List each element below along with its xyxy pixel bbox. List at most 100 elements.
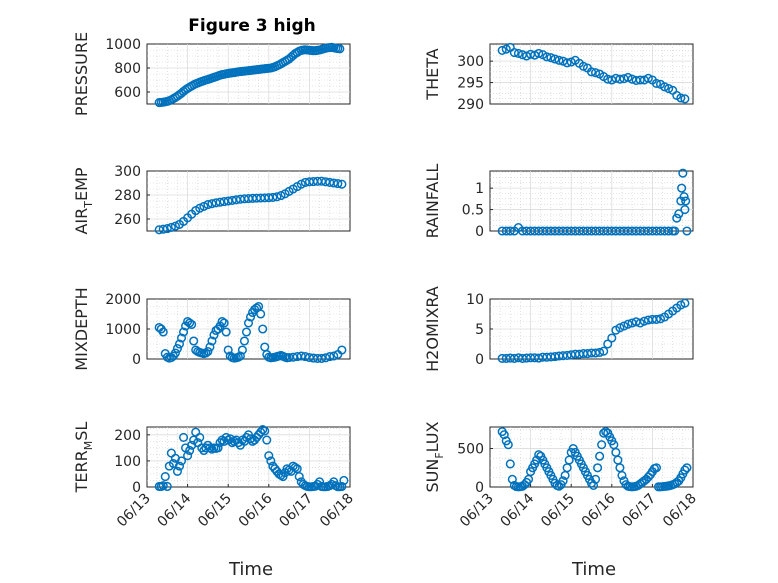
- data-point: [162, 224, 172, 234]
- x-tick-label: 06/14: [498, 490, 538, 530]
- data-point: [268, 192, 278, 202]
- data-point: [623, 319, 633, 329]
- data-point: [617, 470, 627, 481]
- data-point: [546, 53, 556, 63]
- data-point: [189, 336, 199, 346]
- data-point: [680, 205, 690, 215]
- data-series: [497, 298, 690, 363]
- subplot-1: 600 800 1000 PRESSURE: [72, 32, 351, 116]
- y-axis-label: TERRMSL: [72, 422, 95, 494]
- data-point: [213, 443, 223, 453]
- data-series: [497, 42, 690, 104]
- data-point: [245, 312, 256, 322]
- data-point: [237, 345, 247, 355]
- data-point: [603, 339, 613, 349]
- data-point: [294, 472, 304, 482]
- y-axis-label: SUNFLUX: [423, 421, 446, 492]
- x-tick-label: 06/13: [114, 491, 154, 531]
- data-point: [203, 346, 213, 357]
- data-point: [176, 333, 187, 343]
- data-point: [682, 226, 692, 236]
- data-point: [534, 48, 544, 58]
- y-tick-label: 0: [475, 352, 484, 368]
- data-point: [264, 451, 274, 461]
- y-tick-label: 800: [114, 61, 141, 77]
- data-point: [329, 351, 339, 361]
- data-point: [505, 459, 515, 469]
- y-tick-label: 1000: [105, 322, 141, 338]
- y-tick-label: 1000: [105, 37, 141, 53]
- x-tick-label: 06/17: [276, 491, 316, 531]
- data-point: [595, 451, 605, 461]
- data-point: [170, 348, 180, 358]
- data-point: [207, 444, 217, 454]
- data-point: [219, 318, 229, 328]
- data-point: [221, 432, 231, 442]
- data-point: [337, 179, 347, 189]
- data-series: [497, 427, 692, 492]
- data-point: [597, 440, 607, 450]
- data-point: [258, 425, 268, 435]
- data-point: [325, 352, 335, 362]
- subplot-7: 0 100 200 06/13 06/14 06/15 06/16 06/17 06/18 TER…: [72, 422, 357, 531]
- data-point: [209, 330, 219, 340]
- data-point: [174, 461, 185, 471]
- data-point: [174, 339, 185, 349]
- data-point: [290, 462, 300, 472]
- data-point: [550, 54, 560, 64]
- data-point: [586, 67, 597, 77]
- data-point: [679, 192, 689, 202]
- data-point: [651, 463, 662, 473]
- x-tick-label: 06/18: [660, 491, 700, 531]
- data-point: [158, 224, 168, 234]
- data-point: [235, 351, 245, 361]
- data-point: [599, 346, 609, 356]
- data-point: [178, 327, 189, 337]
- data-point: [201, 348, 211, 358]
- data-point: [337, 481, 347, 492]
- data-point: [258, 324, 268, 334]
- data-point: [639, 316, 649, 326]
- data-point: [664, 84, 674, 94]
- y-axis-label: AIRTEMP: [72, 167, 95, 234]
- data-point: [158, 327, 168, 337]
- data-point: [505, 226, 515, 236]
- y-axis-label: PRESSURE: [72, 32, 91, 116]
- data-point: [172, 466, 182, 476]
- data-point: [593, 463, 603, 473]
- data-point: [607, 333, 617, 343]
- data-point: [215, 438, 225, 448]
- data-point: [542, 52, 552, 62]
- x-tick-label: 06/17: [619, 491, 659, 531]
- data-point: [207, 336, 217, 346]
- data-point: [333, 179, 343, 189]
- data-point: [682, 463, 692, 473]
- data-point: [595, 347, 605, 357]
- data-point: [158, 481, 168, 491]
- data-point: [558, 476, 568, 486]
- data-point: [296, 351, 306, 361]
- data-point: [339, 475, 349, 486]
- data-point: [195, 432, 205, 442]
- data-point: [501, 44, 511, 54]
- y-tick-label: 0: [475, 224, 484, 240]
- data-point: [317, 353, 327, 363]
- subplot-2: 290 295 300 THETA: [423, 42, 694, 113]
- y-tick-label: 600: [114, 85, 141, 101]
- y-tick-label: 500: [457, 442, 484, 458]
- y-tick-label: 300: [457, 54, 484, 70]
- y-tick-label: 300: [114, 164, 141, 180]
- data-point: [183, 451, 193, 461]
- data-point: [321, 353, 331, 363]
- data-point: [588, 480, 599, 491]
- y-tick-label: 295: [457, 76, 484, 92]
- data-point: [160, 472, 170, 482]
- data-point: [623, 72, 633, 82]
- subplot-5: 0 1000 2000 MIXDEPTH: [72, 287, 351, 371]
- y-tick-label: 290: [457, 97, 484, 113]
- data-point: [223, 345, 233, 355]
- data-point: [591, 474, 601, 484]
- data-point: [664, 226, 674, 236]
- data-point: [337, 345, 347, 355]
- data-point: [178, 432, 189, 442]
